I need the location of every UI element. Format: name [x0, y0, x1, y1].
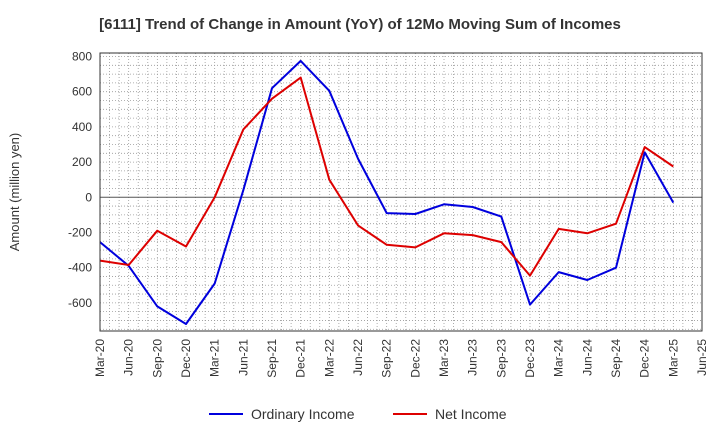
x-tick-label: Sep-21	[265, 339, 279, 378]
x-tick-label: Mar-24	[552, 339, 566, 377]
x-tick-label: Sep-22	[380, 339, 394, 378]
x-tick-label: Sep-23	[494, 339, 508, 378]
y-tick-labels: -600 -400 -200 0 200 400 600 800	[68, 50, 92, 310]
y-tick-label: 800	[72, 50, 92, 64]
x-tick-label: Jun-25	[695, 339, 709, 376]
x-tick-label: Sep-20	[150, 339, 164, 378]
y-tick-label: 400	[72, 120, 92, 134]
x-tick-label: Mar-21	[208, 339, 222, 377]
y-tick-label: 600	[72, 85, 92, 99]
legend-label: Net Income	[435, 406, 507, 422]
legend: Ordinary Income Net Income	[209, 406, 507, 422]
y-tick-label: 200	[72, 155, 92, 169]
x-tick-label: Jun-21	[236, 339, 250, 376]
y-tick-label: -600	[68, 296, 92, 310]
series-line-net-income	[99, 76, 674, 277]
series-layer	[99, 59, 675, 325]
x-tick-label: Dec-22	[408, 339, 422, 378]
x-tick-label: Jun-24	[580, 339, 594, 376]
x-tick-label: Mar-25	[666, 339, 680, 377]
x-tick-label: Mar-20	[93, 339, 107, 377]
grid-layer	[100, 53, 702, 331]
x-tick-label: Jun-20	[122, 339, 136, 376]
x-tick-label: Dec-24	[638, 339, 652, 378]
series-line-ordinary-income	[99, 59, 675, 325]
y-tick-label: -200	[68, 225, 92, 239]
x-tick-label: Dec-23	[523, 339, 537, 378]
x-tick-label: Dec-20	[179, 339, 193, 378]
x-tick-label: Mar-23	[437, 339, 451, 377]
x-tick-label: Sep-24	[609, 339, 623, 378]
x-tick-label: Mar-22	[322, 339, 336, 377]
legend-label: Ordinary Income	[251, 406, 355, 422]
plot-frame	[99, 52, 703, 332]
x-tick-label: Dec-21	[294, 339, 308, 378]
x-tick-labels: Mar-20 Jun-20 Sep-20 Dec-20 Mar-21 Jun-21 Sep-…	[93, 339, 709, 378]
y-tick-label: -400	[68, 261, 92, 275]
y-axis-title: Amount (million yen)	[7, 133, 22, 252]
y-tick-label: 0	[85, 190, 92, 204]
x-tick-label: Jun-23	[466, 339, 480, 376]
x-tick-label: Jun-22	[351, 339, 365, 376]
chart-title: [6111] Trend of Change in Amount (YoY) o…	[99, 16, 621, 33]
